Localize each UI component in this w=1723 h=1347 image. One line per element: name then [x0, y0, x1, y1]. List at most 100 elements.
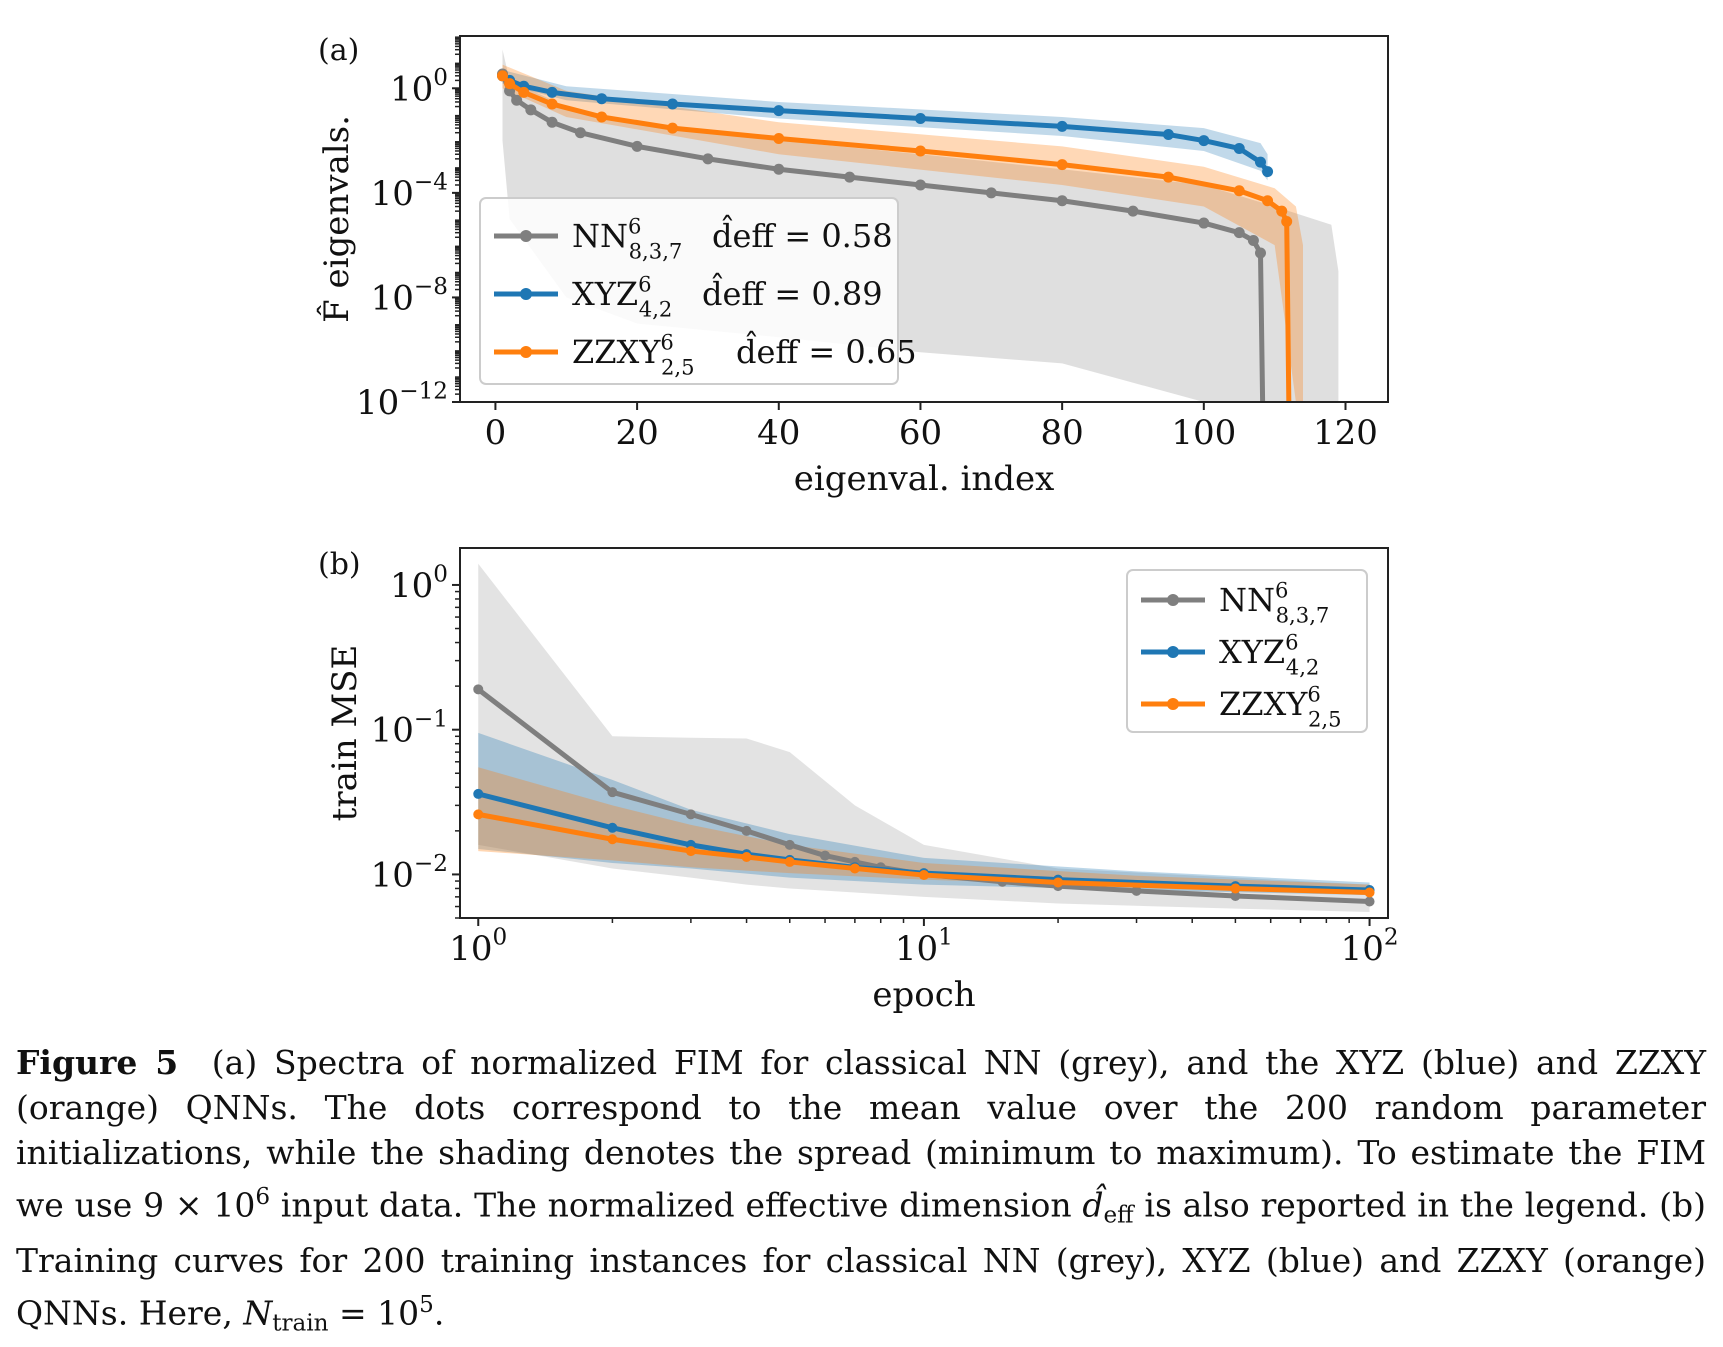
panel-a-chart: 0 20 40 60 80 100 120 100 10−4 10−8 10−12 eigenval.…	[316, 33, 1389, 499]
panel-a-point-nn	[1056, 195, 1068, 207]
panel-a-legend-label-xyz: XYZ6 4,2	[572, 272, 672, 322]
panel-b-legend-marker-xyz	[1167, 646, 1179, 658]
panel-a-legend-deff-zzxy: d̂eff = 0.65	[736, 330, 917, 371]
panel-b-point-zzxy	[784, 856, 795, 867]
panel-a-point-zzxy	[914, 145, 926, 157]
panel-a-point-zzxy	[596, 111, 608, 123]
panel-a-ytick-label: 100	[390, 65, 448, 109]
panel-a-legend-marker-xyz	[520, 288, 532, 300]
caption-label: Figure 5	[16, 1043, 179, 1082]
panel-b-line-nn	[476, 687, 1370, 905]
panel-b-ylabel: train MSE	[325, 645, 365, 822]
panel-b-legend-marker-zzxy	[1167, 698, 1179, 710]
panel-a-xlabel: eigenval. index	[794, 459, 1055, 499]
panel-a-ytick-label: 10−4	[371, 170, 448, 214]
panel-a-legend-marker-zzxy	[520, 346, 532, 358]
panel-a-xtick-label: 0	[485, 413, 507, 453]
panel-b-point-zzxy	[741, 851, 752, 862]
panel-b-point-xyz	[607, 822, 618, 833]
panel-b-xtick-label: 101	[895, 925, 953, 969]
panel-a-point-nn	[525, 104, 537, 116]
caption-n-sub: train	[272, 1310, 329, 1337]
panel-a-point-xyz	[914, 112, 926, 124]
panel-a-xtick-label: 80	[1041, 413, 1084, 453]
panel-b-point-zzxy	[1364, 887, 1375, 898]
panel-a-ytick-label: 10−8	[371, 274, 448, 318]
panel-b-xtick-label: 102	[1341, 925, 1399, 969]
panel-a-point-zzxy	[1056, 159, 1068, 171]
caption-n-symbol: N	[243, 1294, 273, 1334]
panel-b-point-zzxy	[1053, 877, 1064, 888]
panel-a-point-xyz	[1162, 129, 1174, 141]
panel-a-legend-marker-nn	[520, 230, 532, 242]
panel-a-point-xyz	[1254, 156, 1266, 168]
panel-a-legend-label-zzxy: ZZXY6 2,5	[572, 330, 695, 380]
panel-a-point-nn	[1198, 217, 1210, 229]
caption-sup-d: 5	[419, 1292, 434, 1319]
panel-b-point-zzxy	[685, 846, 696, 857]
panel-a-xtick-label: 120	[1313, 413, 1378, 453]
caption-text-c: is also reported in the legend. (b) Trai…	[16, 1185, 1706, 1334]
panel-a-point-xyz	[596, 93, 608, 105]
panel-a-point-xyz	[1233, 142, 1245, 154]
panel-a-point-nn	[1247, 235, 1259, 247]
panel-b-xlabel: epoch	[872, 975, 975, 1015]
panel-b-band-nn	[478, 563, 1370, 918]
panel-b-point-nn	[741, 825, 752, 836]
caption-text-b: input data. The normalized effective dim…	[270, 1185, 1083, 1225]
panel-a-xtick-label: 20	[615, 413, 658, 453]
panel-a-point-zzxy	[1162, 171, 1174, 183]
panel-a-point-nn	[914, 179, 926, 191]
panel-a-point-nn	[844, 171, 856, 183]
panel-a-point-nn	[1254, 247, 1266, 259]
panel-b-ytick-label: 10−1	[371, 706, 448, 750]
panel-a-legend-label-nn: NN6 8,3,7	[572, 214, 682, 264]
panel-a-legend	[479, 197, 899, 385]
panel-b-legend-label-nn: NN6 8,3,7	[1219, 578, 1329, 628]
panel-b-point-nn	[473, 684, 484, 695]
panel-b-point-nn	[607, 787, 618, 798]
panel-a-point-nn	[773, 163, 785, 175]
panel-a-point-xyz	[546, 86, 558, 98]
panel-a-panel-label: (a)	[318, 33, 359, 68]
panel-b-point-zzxy	[1230, 883, 1241, 894]
panel-a-point-zzxy	[1233, 185, 1245, 197]
caption-sup-a: 6	[255, 1184, 271, 1210]
panel-a-ytick-label: 10−12	[356, 379, 448, 423]
panel-b-xtick-label: 100	[449, 925, 507, 969]
panel-b-band-zzxy	[478, 767, 1370, 918]
caption-text-d: = 10	[328, 1294, 420, 1334]
panel-b-legend-label-xyz: XYZ6 4,2	[1219, 630, 1319, 680]
panel-a-point-zzxy	[546, 98, 558, 110]
panel-b-legend-label-zzxy: ZZXY6 2,5	[1219, 682, 1342, 732]
panel-b-point-xyz	[473, 788, 484, 799]
panel-b-point-nn	[784, 839, 795, 850]
panel-a-point-xyz	[667, 98, 679, 110]
panel-a-point-nn	[1233, 227, 1245, 239]
panel-a-point-xyz	[773, 105, 785, 117]
panel-a-point-nn	[574, 127, 586, 139]
panel-b-ytick-label: 10−2	[371, 851, 448, 895]
panel-b-line-zzxy	[477, 811, 1370, 896]
panel-a-point-xyz	[1198, 135, 1210, 147]
panel-a-point-zzxy	[497, 70, 509, 82]
panel-a-point-nn	[546, 116, 558, 128]
panel-a-point-zzxy	[773, 133, 785, 145]
panel-b-band-xyz	[478, 732, 1370, 918]
panel-a-legend-deff-nn: d̂eff = 0.58	[712, 214, 893, 255]
panel-a-point-zzxy	[1262, 195, 1274, 207]
panel-b-legend	[1126, 569, 1368, 733]
panel-a-point-xyz	[1262, 166, 1274, 178]
panel-a-point-zzxy	[667, 122, 679, 134]
panel-a-point-zzxy	[504, 78, 516, 90]
panel-b-panel-label: (b)	[318, 547, 361, 582]
panel-b-point-zzxy	[607, 834, 618, 845]
panel-a-point-xyz	[1056, 120, 1068, 132]
panel-a-point-zzxy	[518, 86, 530, 98]
figure-canvas: 0 20 40 60 80 100 120 100 10−4 10−8 10−12 eigenval.…	[316, 33, 1399, 1015]
panel-a-point-nn	[631, 140, 643, 152]
panel-a-point-nn	[702, 153, 714, 165]
panel-a-legend-deff-xyz: d̂eff = 0.89	[702, 272, 883, 313]
panel-a-xtick-label: 100	[1171, 413, 1236, 453]
panel-b-plot-area	[473, 563, 1375, 918]
